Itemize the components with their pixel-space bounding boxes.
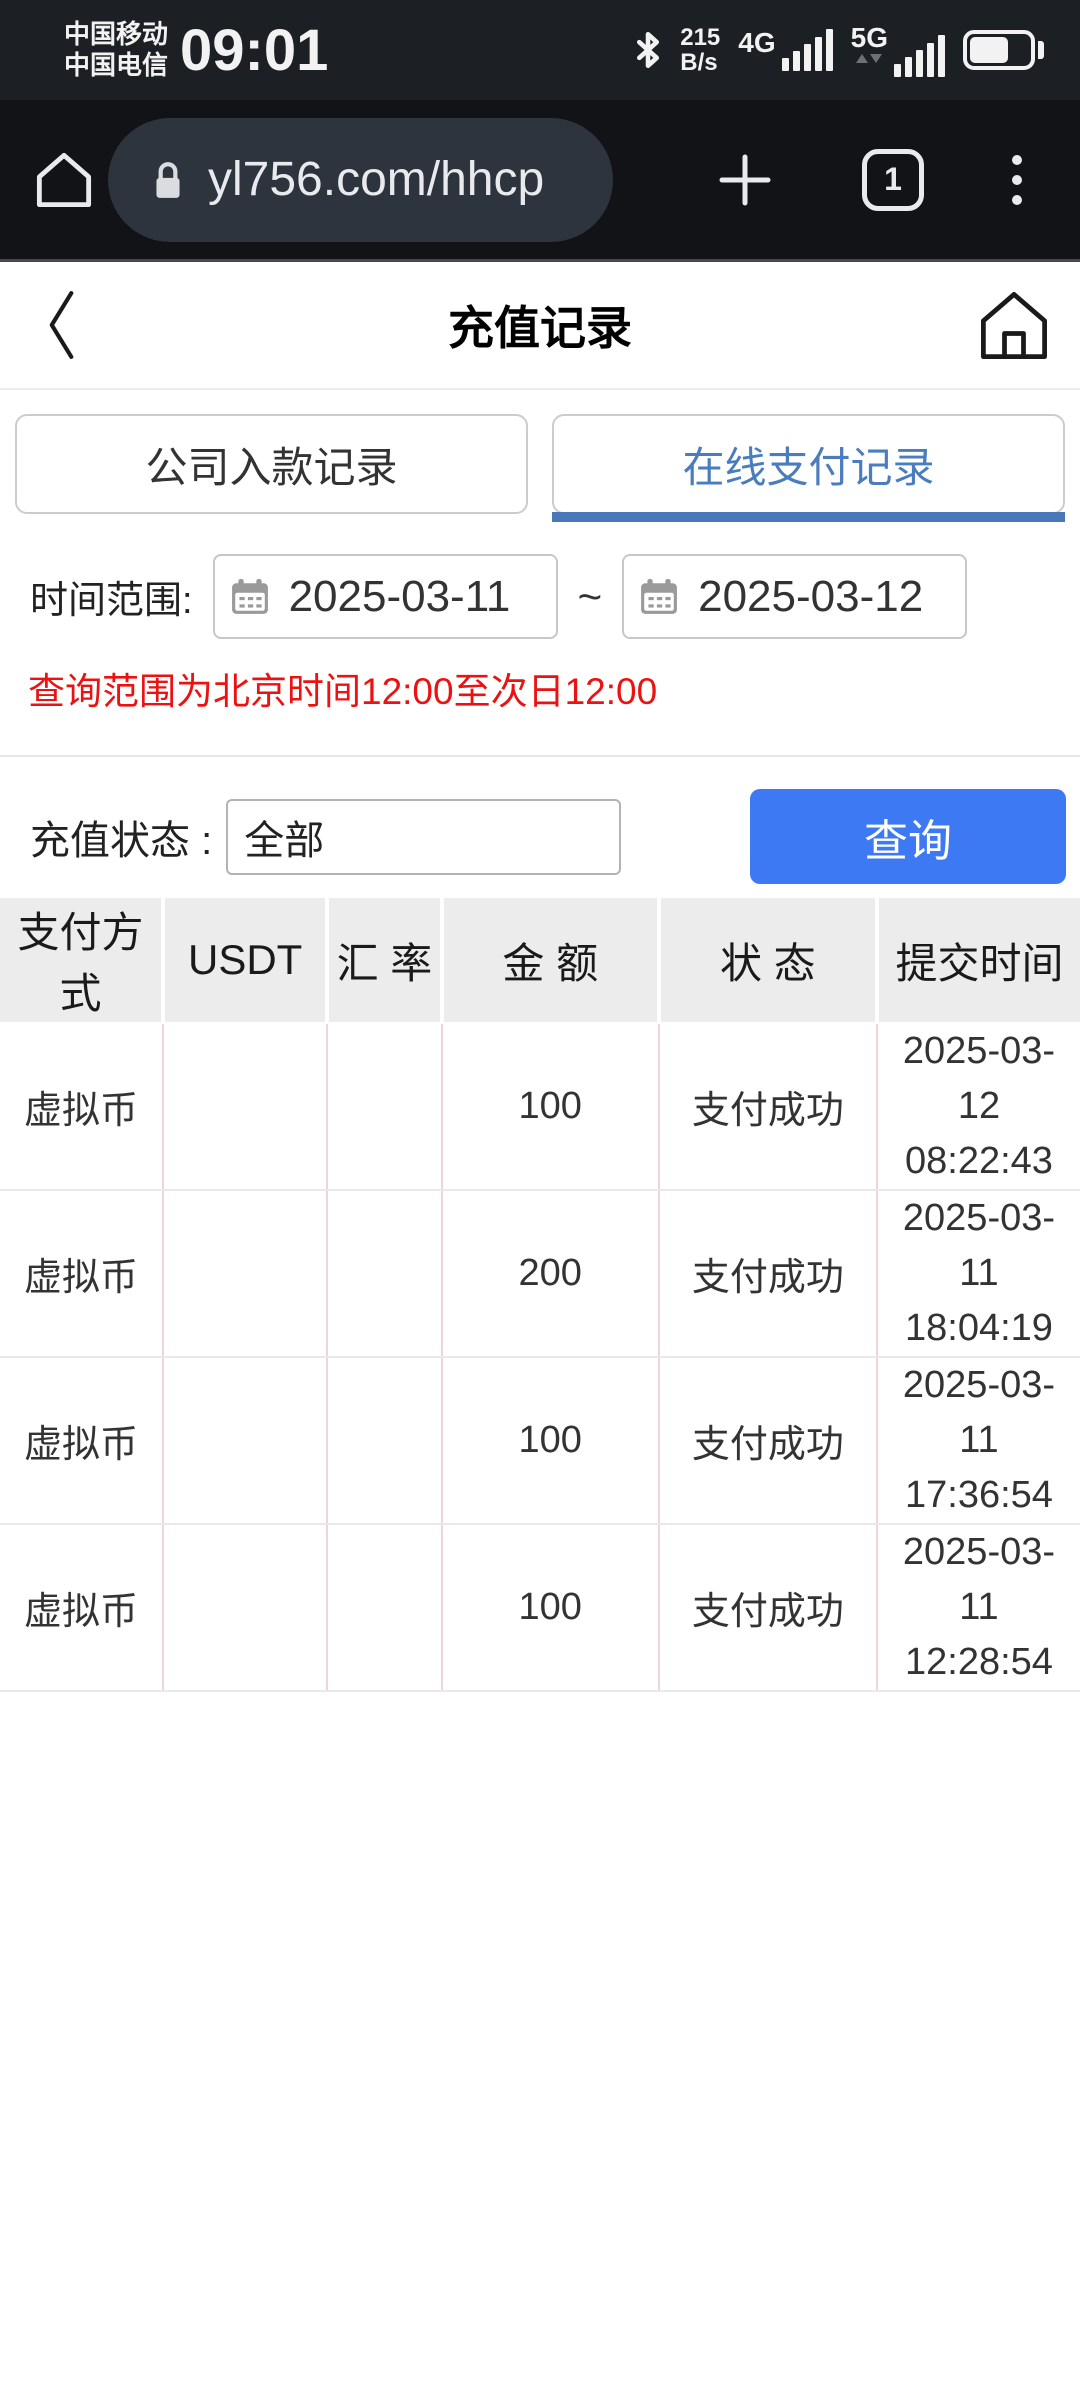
status-clock: 09:01 — [180, 17, 329, 83]
cell-method: 虚拟币 — [0, 1357, 165, 1525]
calendar-icon — [640, 578, 678, 615]
header-submit-time: 提交时间 — [876, 898, 1080, 1023]
network-5g-label: 5G — [850, 21, 888, 53]
table-row: 虚拟币 100 支付成功 2025-03-11 12:28:54 — [0, 1524, 1080, 1692]
network-speed: 215 B/s — [680, 25, 720, 75]
network-speed-value: 215 — [680, 24, 721, 51]
battery-icon — [963, 30, 1044, 70]
cell-status: 支付成功 — [658, 1022, 878, 1191]
status-bar: 中国移动 中国电信 09:01 215 B/s 4G — [0, 0, 1080, 100]
table-header-row: 支付方式 USDT 汇 率 金 额 状 态 提交时间 — [0, 898, 1080, 1023]
cell-rate — [327, 1524, 443, 1692]
url-bar[interactable]: yl756.com/hhcp — [108, 117, 613, 242]
date-to-value: 2025-03-12 — [698, 571, 924, 621]
page-header: 充值记录 — [0, 262, 1080, 390]
cell-usdt — [163, 1357, 329, 1525]
cell-status: 支付成功 — [658, 1190, 878, 1358]
cell-status: 支付成功 — [658, 1524, 878, 1692]
date-from-value: 2025-03-11 — [288, 571, 511, 621]
table-row: 虚拟币 200 支付成功 2025-03-11 18:04:19 — [0, 1190, 1080, 1358]
cell-submit-time: 2025-03-11 18:04:19 — [876, 1190, 1080, 1358]
browser-menu-icon[interactable] — [1012, 154, 1022, 205]
page-title: 充值记录 — [448, 302, 632, 354]
cell-rate — [327, 1022, 443, 1191]
date-from-input[interactable]: 2025-03-11 — [212, 554, 558, 639]
new-tab-icon[interactable] — [716, 151, 774, 209]
browser-actions: 1 — [716, 148, 1022, 211]
carrier-primary: 中国移动 — [64, 19, 169, 49]
network-speed-unit: B/s — [680, 49, 718, 76]
cell-usdt — [163, 1190, 329, 1358]
cell-rate — [327, 1357, 443, 1525]
header-amount: 金 额 — [441, 898, 661, 1023]
date-separator: ~ — [577, 572, 603, 620]
status-filter-row: 充值状态 : 全部 查询 — [0, 789, 1080, 884]
cell-method: 虚拟币 — [0, 1022, 165, 1191]
cell-usdt — [163, 1524, 329, 1692]
date-range-label: 时间范围: — [30, 580, 193, 622]
signal-bars-4g-icon — [781, 29, 833, 71]
tab-switcher-button[interactable]: 1 — [862, 148, 924, 211]
cell-amount: 100 — [441, 1524, 660, 1692]
carrier-names: 中国移动 中国电信 — [64, 19, 168, 81]
back-button[interactable] — [44, 288, 78, 362]
signal-bars-5g-icon — [894, 34, 945, 77]
query-range-notice: 查询范围为北京时间12:00至次日12:00 — [28, 671, 658, 712]
cell-method: 虚拟币 — [0, 1190, 165, 1358]
cell-amount: 200 — [441, 1190, 660, 1358]
date-range-row: 时间范围: 2025-03-11 ~ — [0, 528, 1080, 639]
submit-clock: 18:04:19 — [905, 1307, 1053, 1349]
cell-amount: 100 — [441, 1357, 660, 1525]
signal-4g: 4G — [738, 27, 833, 71]
table-row: 虚拟币 100 支付成功 2025-03-11 17:36:54 — [0, 1357, 1080, 1525]
header-status: 状 态 — [658, 898, 879, 1023]
header-usdt: USDT — [163, 898, 330, 1023]
browser-home-icon[interactable] — [34, 151, 94, 209]
bluetooth-icon — [634, 27, 662, 73]
cell-method: 虚拟币 — [0, 1524, 165, 1692]
calendar-icon — [231, 578, 269, 615]
table-row: 虚拟币 100 支付成功 2025-03-12 08:22:43 — [0, 1022, 1080, 1191]
cell-usdt — [163, 1022, 329, 1191]
submit-clock: 17:36:54 — [905, 1474, 1053, 1516]
url-text[interactable]: yl756.com/hhcp — [208, 153, 545, 206]
page-home-button[interactable] — [976, 289, 1052, 361]
network-4g-label: 4G — [738, 27, 776, 58]
cell-submit-time: 2025-03-11 12:28:54 — [876, 1524, 1080, 1692]
tab-count: 1 — [884, 161, 902, 197]
status-icons: 215 B/s 4G 5G — [634, 21, 1044, 77]
recharge-status-select[interactable]: 全部 — [226, 798, 622, 875]
signal-5g: 5G — [850, 21, 945, 77]
recharge-status-value: 全部 — [244, 818, 325, 863]
submit-clock: 12:28:54 — [905, 1641, 1053, 1683]
tab-online-payment[interactable]: 在线支付记录 — [552, 414, 1065, 522]
submit-date: 2025-03-11 — [902, 1364, 1056, 1461]
header-payment-method: 支付方式 — [0, 898, 166, 1023]
cell-submit-time: 2025-03-12 08:22:43 — [876, 1022, 1080, 1191]
records-table: 支付方式 USDT 汇 率 金 额 状 态 提交时间 虚拟币 100 支付成功 … — [0, 898, 1080, 1692]
submit-date: 2025-03-12 — [902, 1030, 1056, 1127]
header-rate: 汇 率 — [327, 898, 444, 1023]
query-button[interactable]: 查询 — [750, 789, 1066, 884]
lock-icon — [152, 159, 184, 201]
cell-amount: 100 — [441, 1022, 660, 1191]
cell-rate — [327, 1190, 443, 1358]
cell-status: 支付成功 — [658, 1357, 878, 1525]
record-tabs: 公司入款记录 在线支付记录 — [0, 390, 1080, 528]
browser-toolbar: yl756.com/hhcp 1 — [0, 100, 1080, 262]
data-arrows-icon — [856, 53, 883, 63]
submit-date: 2025-03-11 — [902, 1531, 1056, 1628]
cell-submit-time: 2025-03-11 17:36:54 — [876, 1357, 1080, 1525]
tab-company-deposit[interactable]: 公司入款记录 — [15, 414, 528, 514]
section-divider — [0, 755, 1080, 757]
submit-date: 2025-03-11 — [902, 1197, 1056, 1294]
date-to-input[interactable]: 2025-03-12 — [622, 554, 968, 639]
carrier-secondary: 中国电信 — [64, 50, 169, 80]
recharge-status-label: 充值状态 : — [30, 818, 213, 863]
submit-clock: 08:22:43 — [905, 1140, 1053, 1182]
